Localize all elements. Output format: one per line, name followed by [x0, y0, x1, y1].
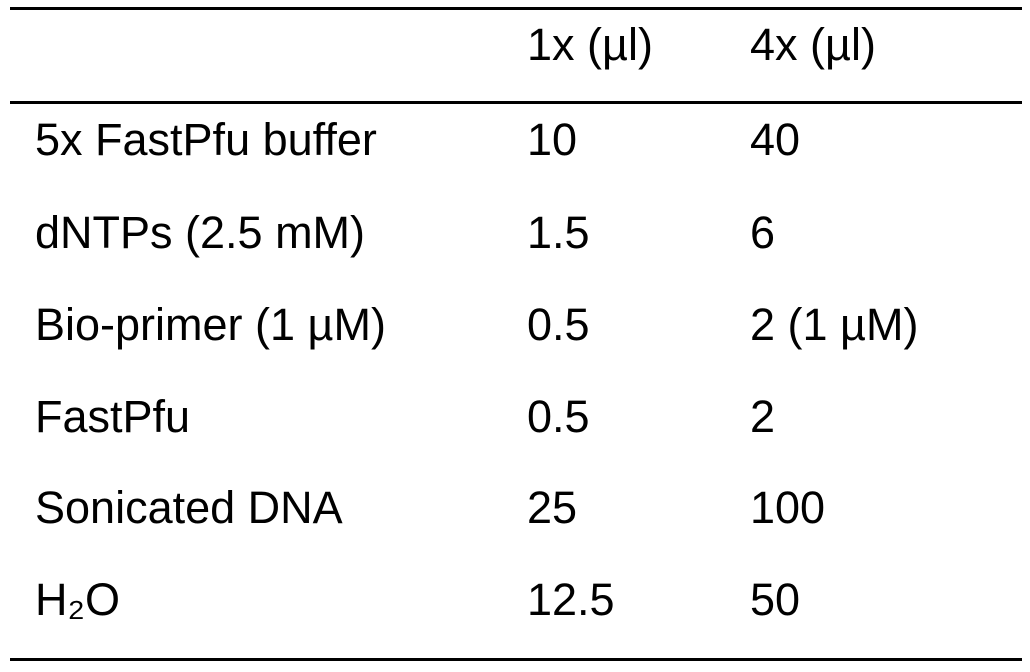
row-label: dNTPs (2.5 mM) [35, 207, 366, 258]
row-label: Sonicated DNA [35, 482, 343, 533]
bottom-rule [10, 658, 1022, 661]
table-cell: 10 [527, 114, 578, 165]
table-cell: 50 [750, 574, 801, 625]
row-label: FastPfu [35, 391, 191, 442]
table-cell: 0.5 [527, 391, 590, 442]
table-cell: 1.5 [527, 207, 590, 258]
column-header: 1x (µl) [527, 19, 653, 70]
table-cell: 2 [750, 391, 776, 442]
header-rule [10, 101, 1022, 104]
table-cell: 40 [750, 114, 801, 165]
table-cell: 25 [527, 482, 578, 533]
row-label: Bio-primer (1 µM) [35, 299, 386, 350]
table-cell: 0.5 [527, 299, 590, 350]
column-header: 4x (µl) [750, 19, 876, 70]
table-cell: 100 [750, 482, 826, 533]
table-cell: 6 [750, 207, 776, 258]
table-cell: 2 (1 µM) [750, 299, 919, 350]
row-label: 5x FastPfu buffer [35, 114, 377, 165]
row-label: H₂O [35, 574, 120, 625]
table-cell: 12.5 [527, 574, 615, 625]
top-rule [10, 7, 1022, 10]
